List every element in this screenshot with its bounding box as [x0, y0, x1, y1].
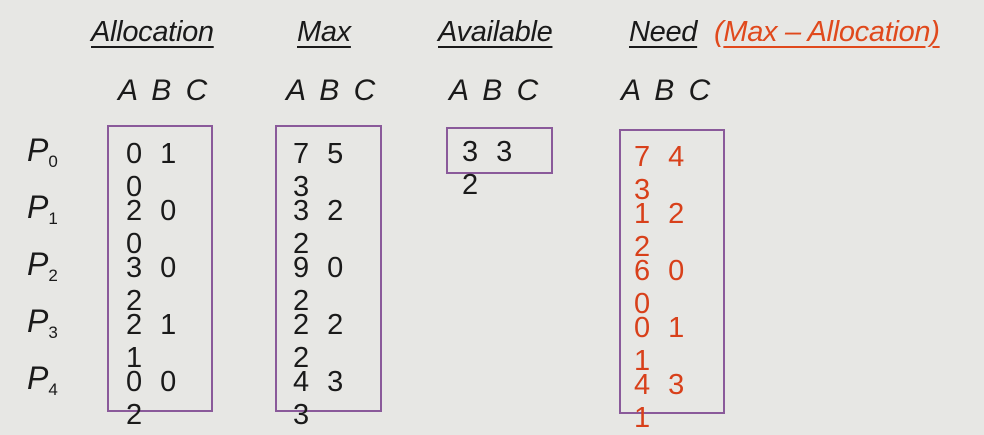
- available-vector-box: 3 3 2: [446, 127, 553, 201]
- available-value: 3 3 2: [462, 136, 518, 201]
- available-header: Available: [438, 16, 553, 48]
- available-resource-labels: A B C: [449, 74, 542, 107]
- max-value-p2: 9 0 2: [293, 252, 349, 317]
- max-resource-labels: A B C: [286, 74, 379, 107]
- allocation-value-p2: 3 0 2: [126, 252, 182, 317]
- allocation-matrix-box: 0 1 0 2 0 0 3 0 2 2 1 1 0 0 2: [107, 125, 213, 431]
- max-value-p0: 7 5 3: [293, 138, 349, 203]
- need-value-p0: 7 4 3: [634, 141, 690, 206]
- allocation-header: Allocation: [91, 16, 214, 48]
- need-formula-text: Max – Allocation): [723, 16, 940, 48]
- max-header: Max: [297, 16, 351, 48]
- max-matrix-box: 7 5 3 3 2 2 9 0 2 2 2 2 4 3 3: [275, 125, 382, 431]
- process-label-p3: P3: [27, 303, 58, 342]
- max-value-p3: 2 2 2: [293, 309, 349, 374]
- need-matrix-box: 7 4 3 1 2 2 6 0 0 0 1 1 4 3 1: [619, 129, 725, 434]
- need-value-p1: 1 2 2: [634, 198, 690, 263]
- allocation-value-p0: 0 1 0: [126, 138, 182, 203]
- need-value-p4: 4 3 1: [634, 369, 690, 434]
- process-label-p1: P1: [27, 189, 58, 228]
- allocation-value-p4: 0 0 2: [126, 366, 182, 431]
- need-header: Need: [629, 16, 698, 48]
- need-value-p3: 0 1 1: [634, 312, 690, 377]
- need-resource-labels: A B C: [621, 74, 714, 107]
- need-value-p2: 6 0 0: [634, 255, 690, 320]
- process-label-p4: P4: [27, 360, 58, 399]
- process-label-p0: P0: [27, 132, 58, 171]
- need-formula-note: (Max – Allocation): [714, 16, 940, 49]
- max-value-p1: 3 2 2: [293, 195, 349, 260]
- allocation-value-p1: 2 0 0: [126, 195, 182, 260]
- max-value-p4: 4 3 3: [293, 366, 349, 431]
- allocation-resource-labels: A B C: [118, 74, 211, 107]
- allocation-value-p3: 2 1 1: [126, 309, 182, 374]
- need-formula-paren: (: [714, 16, 724, 48]
- process-label-p2: P2: [27, 246, 58, 285]
